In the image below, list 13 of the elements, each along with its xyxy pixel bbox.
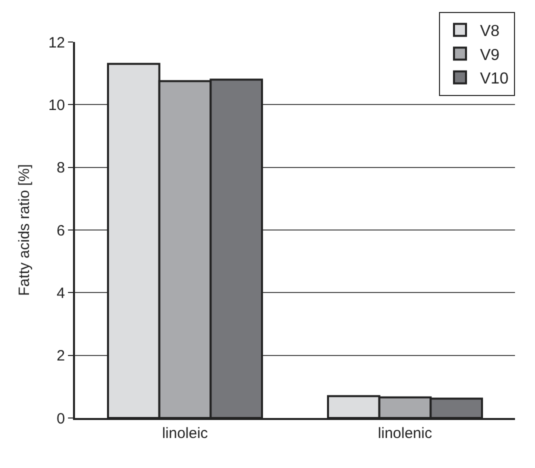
x-tick-label: linoleic [162,425,208,442]
y-tick-label: 0 [56,410,65,428]
y-tick-label: 4 [56,284,65,302]
legend-label: V10 [480,70,509,88]
y-tick-label: 2 [56,348,65,365]
y-axis-title: Fatty acids ratio [%] [16,164,34,296]
y-tick-label: 12 [48,34,65,52]
y-tick-label: 6 [56,222,65,240]
y-tick-label: 8 [56,160,65,177]
x-tick-label: linolenic [378,425,433,442]
legend-label: V9 [480,46,500,64]
legend-label: V8 [480,23,500,40]
y-tick-label: 10 [48,96,65,114]
